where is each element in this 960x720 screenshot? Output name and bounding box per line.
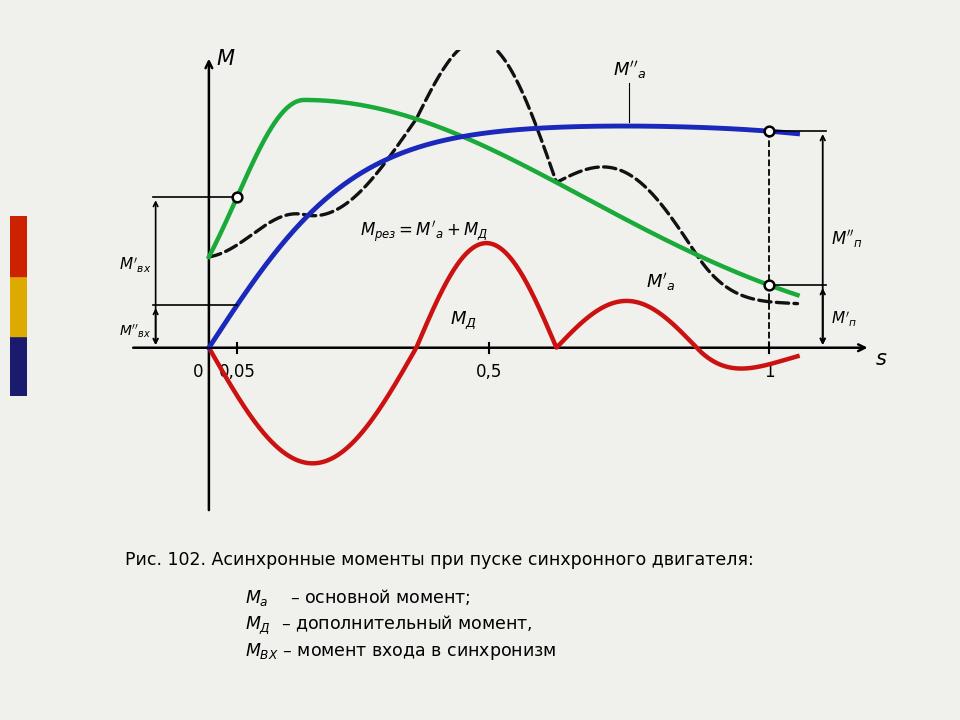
Text: Рис. 102. Асинхронные моменты при пуске синхронного двигателя:: Рис. 102. Асинхронные моменты при пуске … <box>125 551 754 569</box>
Bar <box>10 336 27 396</box>
Text: $M_{ВХ}$ – момент входа в синхронизм: $M_{ВХ}$ – момент входа в синхронизм <box>245 641 556 662</box>
Text: $M'_{a}$: $M'_{a}$ <box>646 271 676 292</box>
Bar <box>10 276 27 336</box>
Text: $M_{рез}=M'_{a}+M_{Д}$: $M_{рез}=M'_{a}+M_{Д}$ <box>360 220 489 245</box>
Text: $M''_{вх}$: $M''_{вх}$ <box>119 322 151 340</box>
Text: $M''_{п}$: $M''_{п}$ <box>831 228 863 251</box>
Text: 1: 1 <box>764 363 775 381</box>
Text: $M'_{вх}$: $M'_{вх}$ <box>119 256 151 275</box>
Text: 0: 0 <box>192 363 203 381</box>
Text: 0,5: 0,5 <box>476 363 502 381</box>
Text: $M_{a}$    – основной момент;: $M_{a}$ – основной момент; <box>245 587 470 608</box>
Text: $M''_{a}$: $M''_{a}$ <box>612 59 646 81</box>
Text: $s$: $s$ <box>876 348 888 369</box>
Bar <box>10 216 27 276</box>
Text: $M_{Д}$: $M_{Д}$ <box>450 309 477 331</box>
Text: 0,05: 0,05 <box>219 363 255 381</box>
Text: $M_{Д}$  – дополнительный момент,: $M_{Д}$ – дополнительный момент, <box>245 613 532 636</box>
Text: $M'_{п}$: $M'_{п}$ <box>831 310 857 329</box>
Text: $M$: $M$ <box>216 49 235 68</box>
